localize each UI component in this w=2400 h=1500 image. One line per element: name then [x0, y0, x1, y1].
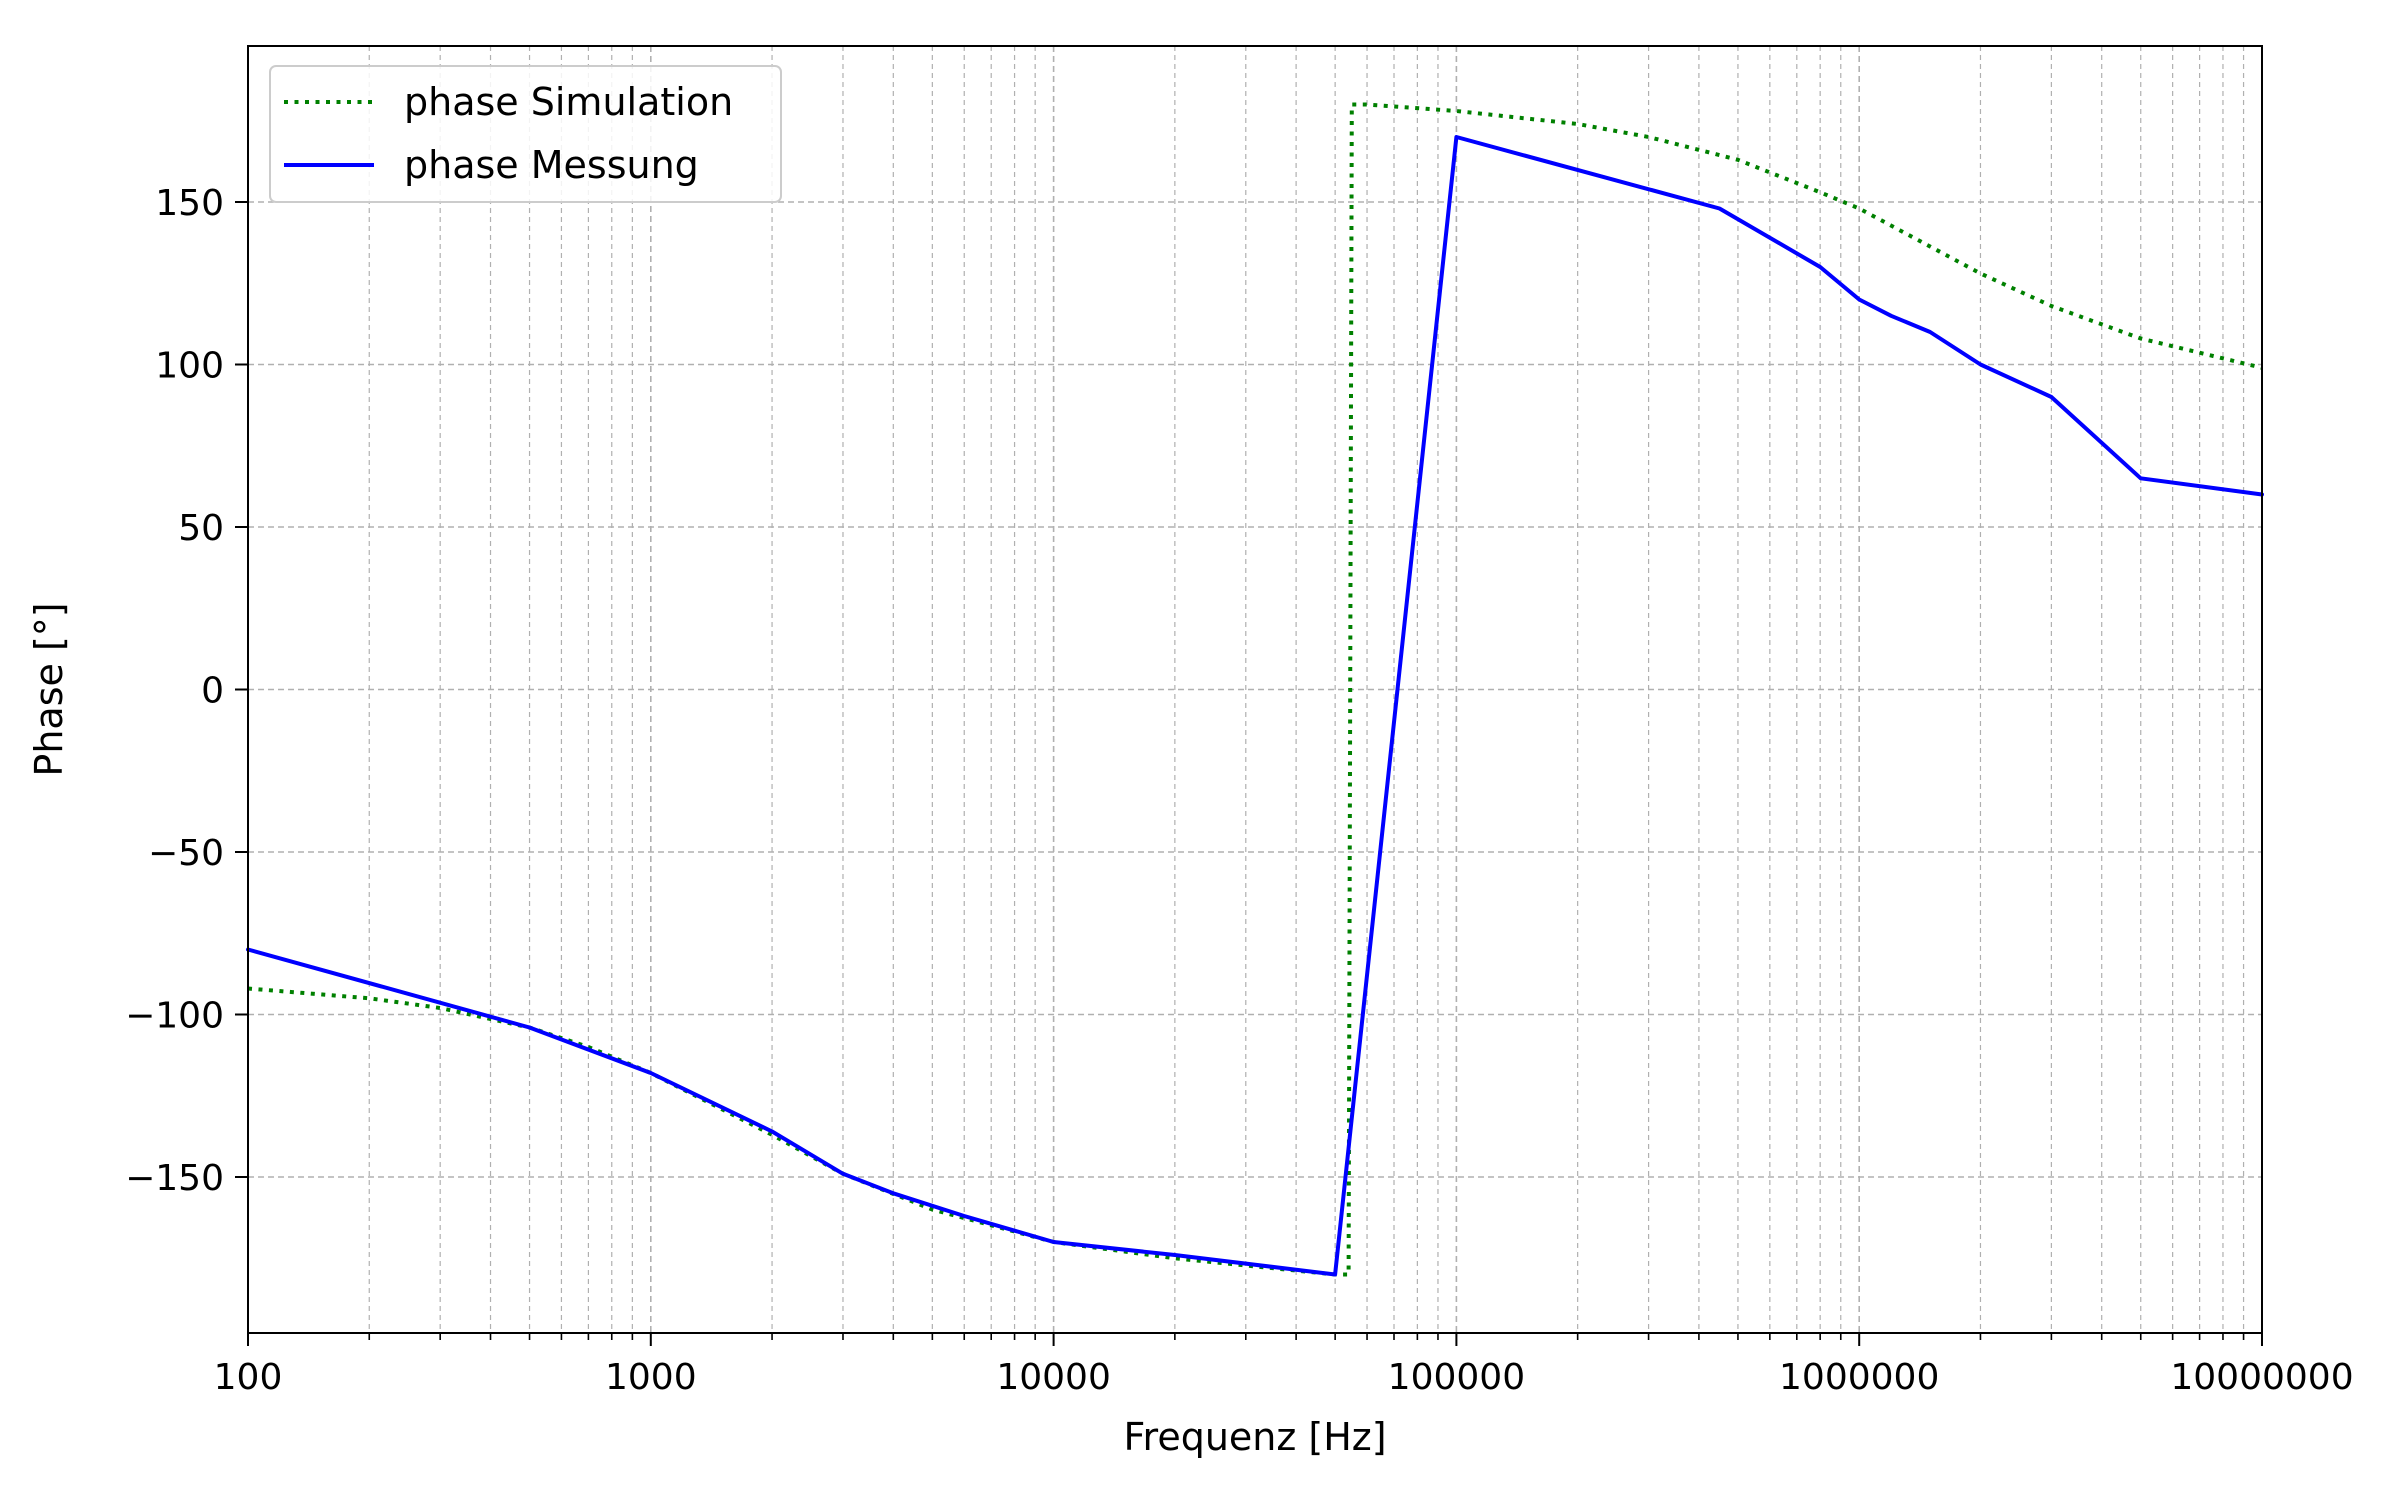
y-tick-label: 150 [155, 183, 224, 224]
x-tick-label: 1000 [605, 1357, 697, 1398]
y-tick-label: 100 [155, 346, 224, 387]
grid [247, 46, 2262, 1333]
x-tick-label: 100000 [1388, 1357, 1525, 1398]
series-layer [246, 102, 2264, 1277]
series-line-phase-simulation [247, 102, 2263, 1277]
legend-box [269, 65, 782, 203]
x-tick-label: 10000 [996, 1357, 1111, 1398]
y-tick-label: 50 [178, 508, 224, 549]
legend-label-phase-simulation: phase Simulation [404, 80, 733, 124]
y-tick-label: −50 [148, 833, 224, 874]
legend: phase Simulation phase Messung [269, 65, 782, 203]
y-tick-label: −100 [125, 996, 224, 1037]
y-axis-label: Phase [°] [27, 602, 71, 776]
ticks: 100 1000 10000 100000 1000000 10000000−150−10… [125, 183, 2354, 1398]
legend-label-phase-messung: phase Messung [404, 143, 699, 187]
series-line-phase-messung [246, 135, 2264, 1277]
x-axis-label: Frequenz [Hz] [1123, 1415, 1386, 1459]
x-tick-label: 100 [214, 1357, 283, 1398]
x-tick-label: 10000000 [2170, 1357, 2353, 1398]
x-tick-label: 1000000 [1779, 1357, 1939, 1398]
y-tick-label: 0 [201, 671, 224, 712]
y-tick-label: −150 [125, 1158, 224, 1199]
